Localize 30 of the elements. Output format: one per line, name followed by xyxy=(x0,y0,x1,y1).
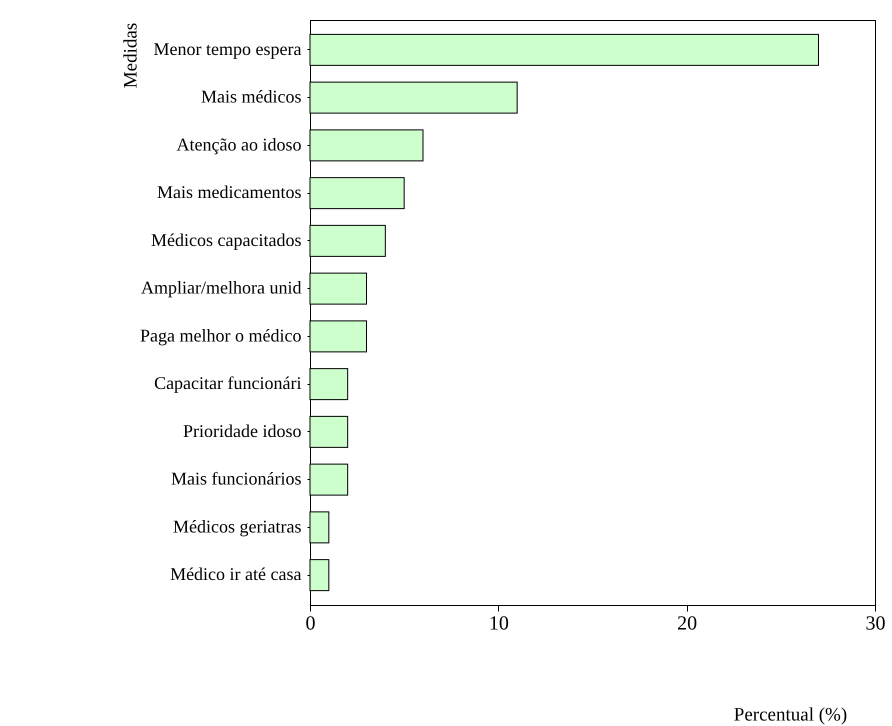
y-tick-label: Atenção ao idoso xyxy=(176,134,302,154)
y-tick-label: Paga melhor o médico xyxy=(140,325,302,346)
y-tick-label: Capacitar funcionári xyxy=(154,373,302,394)
bar xyxy=(310,272,367,305)
y-tick-label: Mais funcionários xyxy=(171,468,302,489)
bar xyxy=(310,368,348,400)
bar xyxy=(310,34,819,66)
bar xyxy=(310,224,386,257)
x-tick-label: 10 xyxy=(488,612,509,634)
bar xyxy=(310,416,348,448)
y-tick-label: Prioridade idoso xyxy=(183,420,302,441)
x-tick-label: 0 xyxy=(306,612,316,634)
y-tick-label: Ampliar/melhora unid xyxy=(141,278,302,298)
y-axis-title: Medidas xyxy=(120,22,142,88)
bar xyxy=(310,464,348,496)
bar xyxy=(310,82,518,114)
y-tick-label: Médico ir até casa xyxy=(170,564,302,584)
y-tick-label: Médicos geriatras xyxy=(173,516,302,536)
bar xyxy=(310,511,330,544)
bar xyxy=(310,320,367,352)
bar xyxy=(310,177,405,210)
bar xyxy=(310,129,424,162)
bar xyxy=(310,559,330,592)
x-tick-label: 20 xyxy=(677,612,698,634)
x-axis-title: Percentual (%) xyxy=(734,704,848,726)
y-tick-label: Mais medicamentos xyxy=(157,182,302,202)
y-tick-label: Menor tempo espera xyxy=(154,38,302,59)
x-tick-label: 30 xyxy=(866,612,886,634)
y-tick-label: Mais médicos xyxy=(201,86,302,107)
y-tick-label: Médicos capacitados xyxy=(151,230,302,250)
